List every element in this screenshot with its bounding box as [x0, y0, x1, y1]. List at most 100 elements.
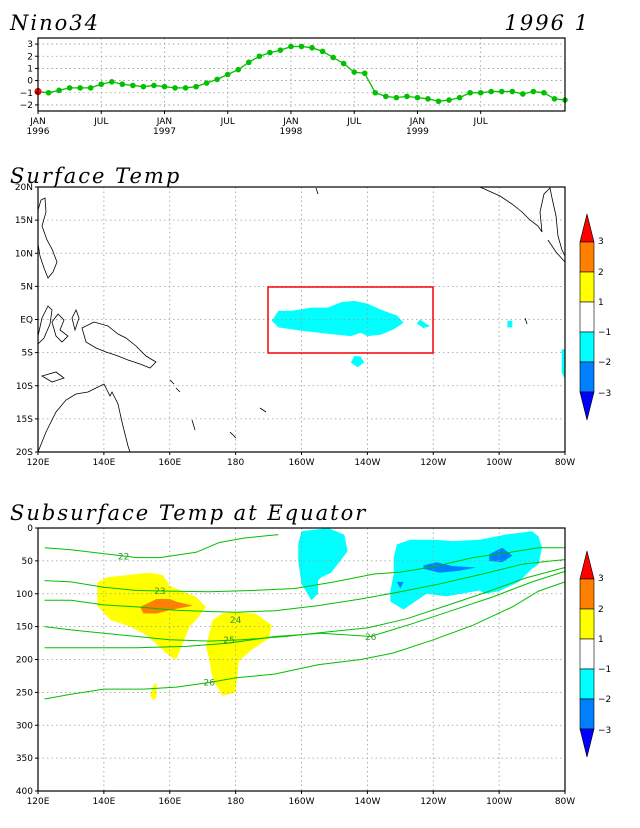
colorbar-segment — [579, 668, 595, 700]
nino34-point — [340, 60, 347, 67]
subsurface-grid — [38, 528, 565, 791]
nino34-point — [246, 59, 252, 66]
nino34-point — [393, 94, 400, 101]
nino34-point — [520, 91, 526, 97]
surface-x-tick-label: 100W — [486, 458, 512, 468]
nino34-point — [45, 89, 52, 96]
isotherm-line — [44, 559, 566, 613]
nino34-point — [288, 43, 294, 50]
isotherm-label: 24 — [230, 616, 242, 626]
colorbar-label: −3 — [598, 389, 611, 399]
nino34-points — [34, 43, 568, 105]
subsurface-y-tick-label: 150 — [16, 623, 33, 633]
nino34-point — [66, 85, 73, 91]
nino34-point — [108, 79, 115, 85]
colorbar-segment — [579, 608, 595, 640]
subsurface-y-tick-label: 350 — [16, 754, 33, 764]
nino34-x-tick-year: 1997 — [153, 127, 176, 137]
surface-y-tick-label: 15N — [15, 216, 33, 226]
nino34-point — [193, 83, 199, 90]
nino34-point — [224, 71, 231, 78]
colorbar-bottom-triangle — [579, 728, 595, 758]
australia-coastline — [37, 383, 131, 453]
subsurface-x-tick-label: 100W — [486, 797, 512, 807]
nino34-point — [161, 83, 168, 90]
colorbar-label: 1 — [598, 635, 604, 645]
subsurface-x-tick-label: 140E — [92, 797, 115, 807]
nino34-point — [277, 47, 284, 53]
nino34-x-tick-label: JUL — [220, 117, 235, 127]
nino34-point — [235, 66, 242, 73]
nino34-y-tick-label: −1 — [20, 89, 33, 99]
nino34-point — [361, 70, 368, 77]
sulawesi-coastline — [51, 313, 69, 343]
surface-anomaly-region — [271, 300, 404, 337]
nino34-point — [309, 44, 315, 51]
surface-x-tick-label: 140W — [354, 458, 380, 468]
subsurface-anomaly-region — [298, 528, 348, 601]
nino34-point — [267, 49, 273, 56]
mexico-coastline — [479, 186, 566, 257]
colorbar-label: 3 — [598, 574, 604, 584]
nino34-x-tick-label: JUL — [93, 117, 108, 127]
nino34-x-tick-label: JAN — [29, 117, 45, 127]
subsurface-isotherms — [44, 534, 566, 700]
new-guinea-coastline — [81, 321, 157, 369]
isotherm-label: 26 — [204, 679, 216, 689]
nino34-y-axis: −2 −1 0 1 2 3 — [20, 40, 38, 111]
timor-coastline — [41, 371, 65, 383]
isotherm-line — [44, 567, 566, 642]
nino34-y-tick-label: 2 — [27, 52, 33, 62]
subsurface-y-tick-label: 250 — [16, 688, 33, 698]
galapagos-coastline — [524, 317, 528, 325]
nino34-point — [425, 96, 431, 102]
nino34-point — [435, 98, 442, 105]
vanuatu-coastline — [191, 419, 237, 439]
surface-anomaly-region — [416, 319, 430, 329]
central-america-coastline — [547, 239, 566, 263]
nino34-point — [530, 88, 537, 95]
surface-temp-title: Surface Temp — [10, 164, 181, 188]
nino34-point — [256, 53, 263, 60]
subsurface-anomaly-region — [97, 572, 206, 660]
surface-x-tick-label: 120E — [27, 458, 50, 468]
surface-y-tick-label: EQ — [20, 316, 33, 326]
nino34-point — [87, 85, 94, 91]
colorbar-top-triangle — [579, 550, 595, 580]
isotherm-line — [44, 570, 566, 649]
subsurface-anomaly-region — [397, 581, 404, 589]
subsurface-colorbar: 3 2 1 −1 −2 −3 — [579, 550, 611, 758]
nino34-point — [298, 43, 305, 50]
colorbar-segment — [579, 361, 595, 393]
subsurface-y-tick-label: 50 — [22, 557, 34, 567]
colorbar-label: 2 — [598, 605, 604, 615]
nino34-x-tick-label: JUL — [346, 117, 361, 127]
nino34-point — [130, 82, 136, 89]
subsurface-y-tick-label: 300 — [16, 721, 33, 731]
surface-x-tick-label: 160E — [158, 458, 181, 468]
surface-x-tick-label: 180 — [227, 458, 244, 468]
borneo-coastline — [37, 305, 53, 345]
nino34-point — [372, 89, 379, 96]
subsurface-x-tick-label: 120W — [420, 797, 446, 807]
nino34-x-tick-year: 1996 — [27, 127, 50, 137]
surface-colorbar: 3 2 1 −1 −2 −3 — [579, 213, 611, 421]
nino34-point — [214, 76, 220, 83]
nino34-y-tick-label: −2 — [20, 101, 33, 111]
subsurface-anomaly-region — [140, 599, 193, 614]
nino34-series-line — [37, 45, 566, 102]
nino34-title: Nino34 — [9, 11, 100, 35]
nino34-point — [509, 88, 516, 95]
subsurface-anomaly-regions — [97, 528, 542, 701]
subsurface-y-tick-label: 200 — [16, 656, 33, 666]
surface-temp-panel: Surface Temp 20S 15S 10S 5S EQ 5N 10N 15N 20N 12… — [10, 164, 575, 468]
surface-anomaly-region — [350, 355, 365, 368]
nino34-point — [351, 69, 358, 75]
subsurface-y-tick-label: 100 — [16, 590, 33, 600]
colorbar-bottom-triangle — [579, 391, 595, 421]
nino34-point — [77, 85, 83, 91]
nino34-point — [414, 94, 421, 101]
